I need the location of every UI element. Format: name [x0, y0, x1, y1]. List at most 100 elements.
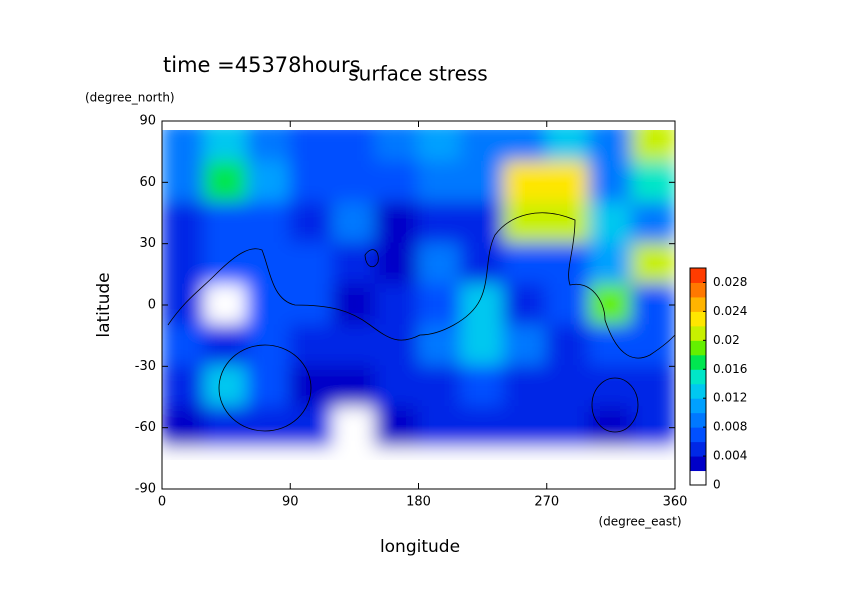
cell — [246, 447, 292, 460]
cell — [374, 406, 420, 450]
cell — [246, 324, 292, 368]
cell — [460, 160, 505, 204]
cell — [588, 130, 634, 163]
cell — [374, 365, 420, 409]
cell — [162, 160, 206, 204]
cell — [545, 365, 591, 409]
cell — [203, 283, 249, 327]
cell — [460, 283, 505, 327]
cell — [503, 130, 548, 163]
cell — [246, 365, 292, 409]
cell — [289, 406, 334, 450]
colorbar-segment — [690, 296, 706, 312]
cell — [460, 406, 505, 450]
cell — [289, 365, 334, 409]
colorbar-segment — [690, 383, 706, 399]
cell — [417, 324, 463, 368]
cell — [289, 160, 334, 204]
colorbar-tick-label: 0.02 — [713, 333, 740, 347]
colorbar-segment — [690, 456, 706, 472]
cell — [162, 201, 206, 245]
cell — [417, 201, 463, 245]
colorbar-tick-label: 0.004 — [713, 449, 747, 463]
cell — [203, 130, 249, 163]
cell — [289, 201, 334, 245]
cell — [162, 447, 206, 460]
cell — [588, 447, 634, 460]
cell — [289, 324, 334, 368]
cell — [162, 324, 206, 368]
cell — [374, 130, 420, 163]
cell — [631, 201, 675, 245]
cell — [545, 406, 591, 450]
cell — [503, 447, 548, 460]
cell — [631, 447, 675, 460]
colorbar-segment — [690, 369, 706, 385]
cell — [289, 242, 334, 286]
cell — [332, 201, 377, 245]
colorbar-tick-label: 0.024 — [713, 304, 747, 318]
cell — [246, 130, 292, 163]
cell — [460, 201, 505, 245]
cell — [631, 242, 675, 286]
cell — [631, 160, 675, 204]
cell — [332, 406, 377, 450]
x-axis-label: longitude — [380, 537, 460, 557]
cell — [417, 242, 463, 286]
colorbar-tick-label: 0.016 — [713, 362, 747, 376]
cell — [503, 283, 548, 327]
cell — [588, 160, 634, 204]
cell — [374, 242, 420, 286]
x-tick-label: 360 — [663, 495, 688, 510]
cell — [203, 201, 249, 245]
x-tick-label: 0 — [158, 495, 166, 510]
cell — [332, 365, 377, 409]
cell — [289, 447, 334, 460]
colorbar: 0 0.004 0.008 0.012 0.016 0.02 0.024 0.028 — [689, 267, 747, 492]
colorbar-segment — [690, 470, 706, 486]
colorbar-tick-label: 0.012 — [713, 391, 747, 405]
cell — [631, 365, 675, 409]
cell — [203, 365, 249, 409]
coastline — [364, 249, 379, 268]
cell — [460, 242, 505, 286]
cell — [588, 365, 634, 409]
cell — [588, 201, 634, 245]
cell — [332, 283, 377, 327]
cell — [417, 447, 463, 460]
colorbar-segment — [690, 340, 706, 356]
cell — [162, 406, 206, 450]
cell — [503, 365, 548, 409]
cell — [460, 324, 505, 368]
colorbar-segment — [690, 282, 706, 298]
coastline — [218, 344, 312, 432]
y-tick-label: 90 — [139, 114, 156, 129]
cell — [460, 130, 505, 163]
chart-title: surface stress — [348, 62, 487, 86]
cell — [332, 160, 377, 204]
cell — [246, 283, 292, 327]
cell — [246, 242, 292, 286]
cell — [289, 130, 334, 163]
cell — [246, 201, 292, 245]
coastlines — [167, 212, 676, 433]
colorbar-tick-label: 0 — [713, 478, 721, 492]
x-unit: (degree_east) — [598, 515, 681, 529]
coastline — [167, 212, 676, 359]
colorbar-tick-label: 0.008 — [713, 420, 747, 434]
cell — [417, 283, 463, 327]
cell — [588, 406, 634, 450]
cell — [417, 160, 463, 204]
colorbar-segment — [690, 268, 706, 283]
cell — [374, 201, 420, 245]
cell — [203, 447, 249, 460]
cell — [246, 406, 292, 450]
cell — [503, 406, 548, 450]
y-tick-label: -60 — [135, 420, 156, 435]
cell — [203, 324, 249, 368]
cell — [545, 447, 591, 460]
colorbar-segment — [690, 441, 706, 457]
cell — [503, 242, 548, 286]
colorbar-segment — [690, 311, 706, 327]
